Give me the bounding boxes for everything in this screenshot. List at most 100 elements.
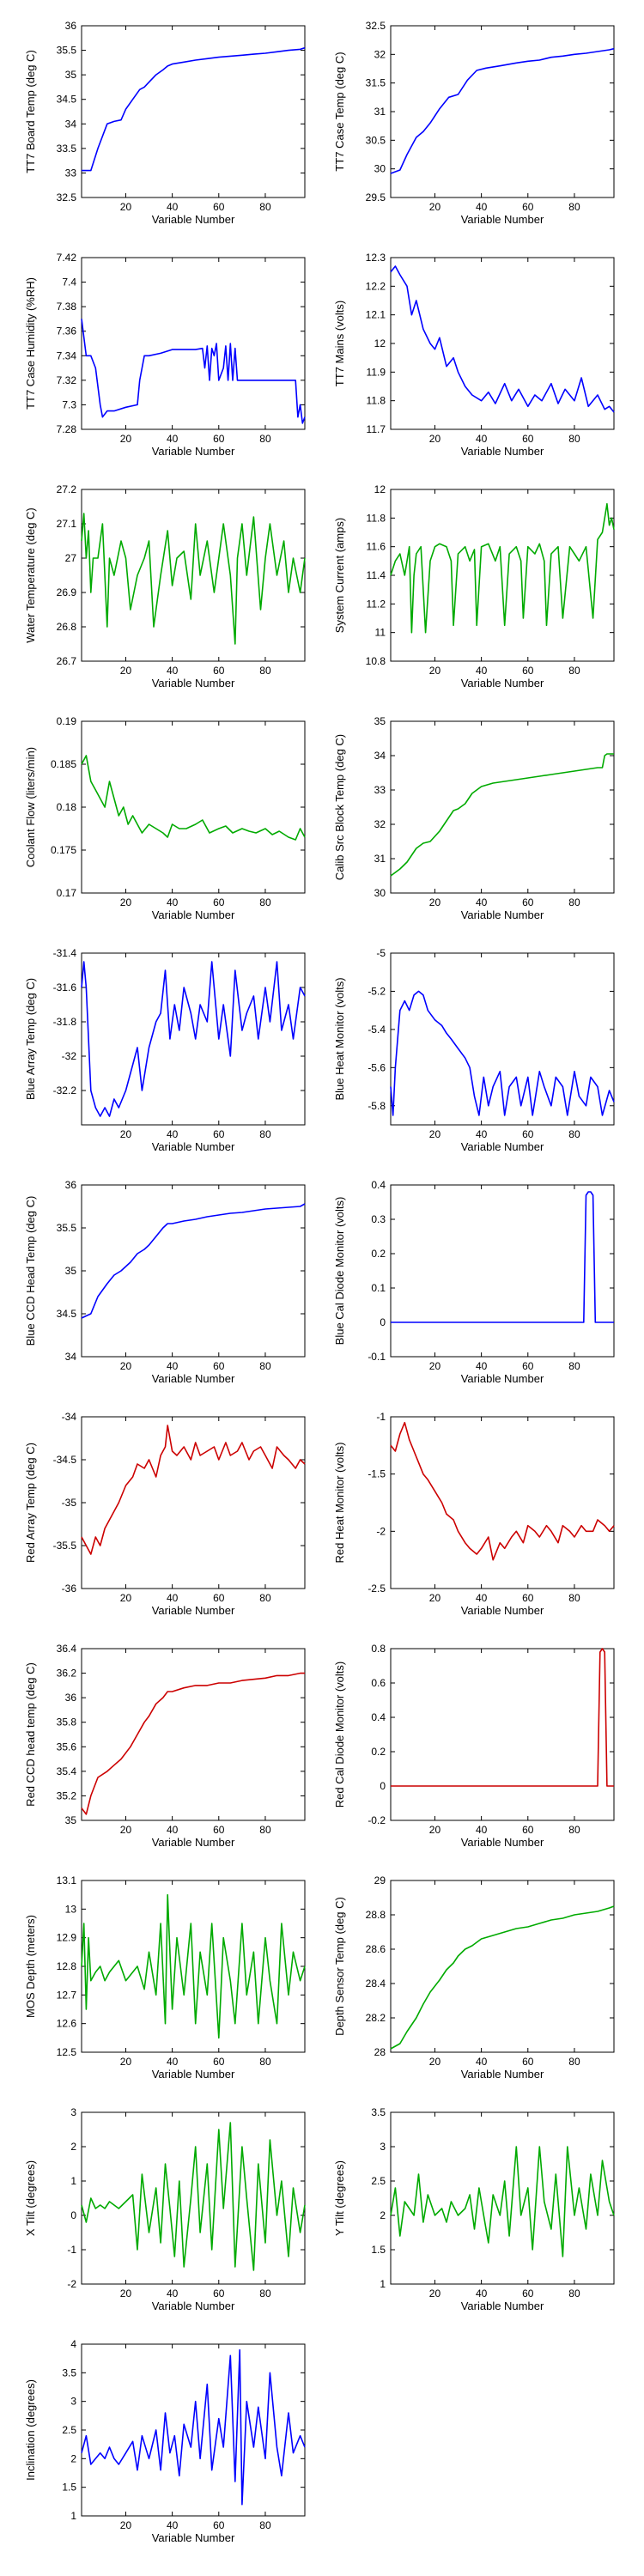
x-tick-label: 20	[120, 201, 132, 213]
y-tick-label: 7.4	[62, 276, 76, 289]
y-tick-label: 7.28	[57, 423, 77, 435]
x-tick-label: 20	[120, 2519, 132, 2531]
x-tick-label: 20	[120, 1592, 132, 1604]
x-tick-label: 60	[213, 201, 225, 213]
x-axis-label: Variable Number	[461, 908, 544, 921]
x-tick-label: 20	[429, 2287, 441, 2300]
x-tick-label: 60	[522, 1128, 534, 1140]
y-tick-label: 26.9	[57, 586, 77, 598]
y-tick-label: 35.8	[57, 1716, 77, 1728]
y-tick-label: 36	[65, 1179, 77, 1191]
y-axis-label: Coolant Flow (liters/min)	[24, 747, 37, 867]
x-tick-label: 60	[522, 2287, 534, 2300]
series-line	[81, 1672, 305, 1815]
x-tick-label: 20	[429, 1824, 441, 1836]
x-axis-label: Variable Number	[152, 445, 235, 458]
x-tick-label: 60	[522, 1360, 534, 1372]
y-tick-label: 0	[70, 2209, 76, 2221]
y-tick-label: -32	[62, 1050, 77, 1062]
series-line	[390, 990, 615, 1116]
y-tick-label: 26.7	[57, 655, 77, 667]
y-tick-label: 0.17	[57, 887, 77, 899]
x-tick-label: 80	[259, 2287, 271, 2300]
x-tick-label: 20	[429, 896, 441, 908]
chart-panel-10: -5.8 -5.6 -5.4 -5.2 -5 20 40 60 80 Variable Numbe…	[333, 947, 615, 1153]
y-tick-label: 1.5	[371, 2244, 386, 2256]
y-tick-label: 34	[65, 1351, 77, 1363]
x-tick-label: 80	[259, 665, 271, 677]
y-tick-label: 0.19	[57, 715, 77, 727]
chart-panel-14: -2.5 -2 -1.5 -1 20 40 60 80 Variable Number Red H…	[333, 1411, 615, 1617]
y-tick-label: -36	[62, 1583, 77, 1595]
x-tick-label: 60	[522, 201, 534, 213]
series-line	[81, 513, 306, 645]
x-tick-label: 20	[120, 2287, 132, 2300]
y-axis-label: Blue CCD Head Temp (deg C)	[24, 1196, 37, 1346]
plot-area	[81, 952, 306, 1126]
x-tick-label: 80	[259, 2519, 271, 2531]
series-line	[391, 1191, 614, 1323]
x-tick-label: 60	[213, 1824, 225, 1836]
y-tick-label: 35	[65, 1265, 77, 1277]
chart-panel-7: 0.17 0.175 0.18 0.185 0.19 20 40 60 80 Variable N…	[24, 715, 306, 921]
y-tick-label: 12.1	[366, 309, 386, 321]
chart-panel-11: 34 34.5 35 35.5 36 20 40 60 80 Variable Number Blu…	[24, 1179, 306, 1385]
y-tick-label: 36.2	[57, 1668, 77, 1680]
y-tick-label: -5.6	[368, 1061, 386, 1073]
y-tick-label: -31.8	[53, 1016, 77, 1028]
y-tick-label: 12	[374, 483, 386, 495]
y-tick-label: 27.1	[57, 518, 77, 530]
x-tick-label: 80	[259, 1360, 271, 1372]
x-tick-label: 40	[167, 665, 179, 677]
x-axis-label: Variable Number	[152, 1604, 235, 1617]
y-tick-label: 2	[380, 2209, 386, 2221]
y-tick-label: 31.5	[366, 77, 386, 89]
y-tick-label: 0.8	[371, 1643, 386, 1655]
series-line	[390, 265, 615, 413]
y-tick-label: 28	[374, 2046, 386, 2058]
y-tick-label: 0.2	[371, 1248, 386, 1260]
y-tick-label: 11.8	[367, 512, 386, 524]
x-axis-label: Variable Number	[152, 2531, 235, 2544]
x-tick-label: 40	[476, 2287, 488, 2300]
y-tick-label: -1	[67, 2244, 76, 2256]
y-tick-label: 34	[374, 750, 386, 762]
x-tick-label: 20	[429, 1128, 441, 1140]
x-tick-label: 60	[522, 665, 534, 677]
x-tick-label: 40	[167, 2287, 179, 2300]
plot-area	[81, 489, 306, 662]
y-tick-label: 0.1	[371, 1282, 386, 1294]
plot-area	[81, 257, 306, 430]
x-tick-label: 80	[568, 896, 580, 908]
y-tick-label: 0	[380, 1316, 386, 1328]
series-line	[81, 961, 306, 1117]
x-tick-label: 60	[522, 2056, 534, 2068]
x-tick-label: 40	[167, 2056, 179, 2068]
y-tick-label: 30	[374, 163, 386, 175]
x-tick-label: 20	[120, 896, 132, 908]
x-tick-label: 40	[167, 1824, 179, 1836]
x-tick-label: 20	[429, 1360, 441, 1372]
y-tick-label: 32	[374, 818, 386, 830]
series-line	[81, 755, 306, 841]
x-axis-label: Variable Number	[461, 1372, 544, 1385]
x-tick-label: 60	[213, 1360, 225, 1372]
x-axis-label: Variable Number	[152, 908, 235, 921]
x-axis-label: Variable Number	[461, 1604, 544, 1617]
y-tick-label: 1	[70, 2175, 76, 2187]
y-tick-label: 12.7	[57, 1989, 77, 2001]
x-axis-label: Variable Number	[152, 1836, 235, 1849]
plot-area	[81, 25, 306, 198]
x-tick-label: 40	[476, 1128, 488, 1140]
y-tick-label: -31.6	[53, 981, 77, 993]
y-axis-label: Blue Cal Diode Monitor (volts)	[333, 1197, 346, 1346]
y-tick-label: 29	[374, 1874, 386, 1886]
y-tick-label: 2.5	[371, 2175, 386, 2187]
chart-panel-21: 1 1.5 2 2.5 3 3.5 4 20 40 60 80 Variable Number Incl…	[24, 2338, 306, 2544]
y-tick-label: 35	[65, 1814, 77, 1826]
chart-panel-20: 1 1.5 2 2.5 3 3.5 20 40 60 80 Variable Number Y Til…	[333, 2106, 615, 2312]
y-tick-label: 0.3	[371, 1213, 386, 1225]
y-axis-label: Y Tilt (degrees)	[333, 2160, 346, 2236]
x-axis-label: Variable Number	[152, 2068, 235, 2081]
series-line	[390, 753, 614, 877]
